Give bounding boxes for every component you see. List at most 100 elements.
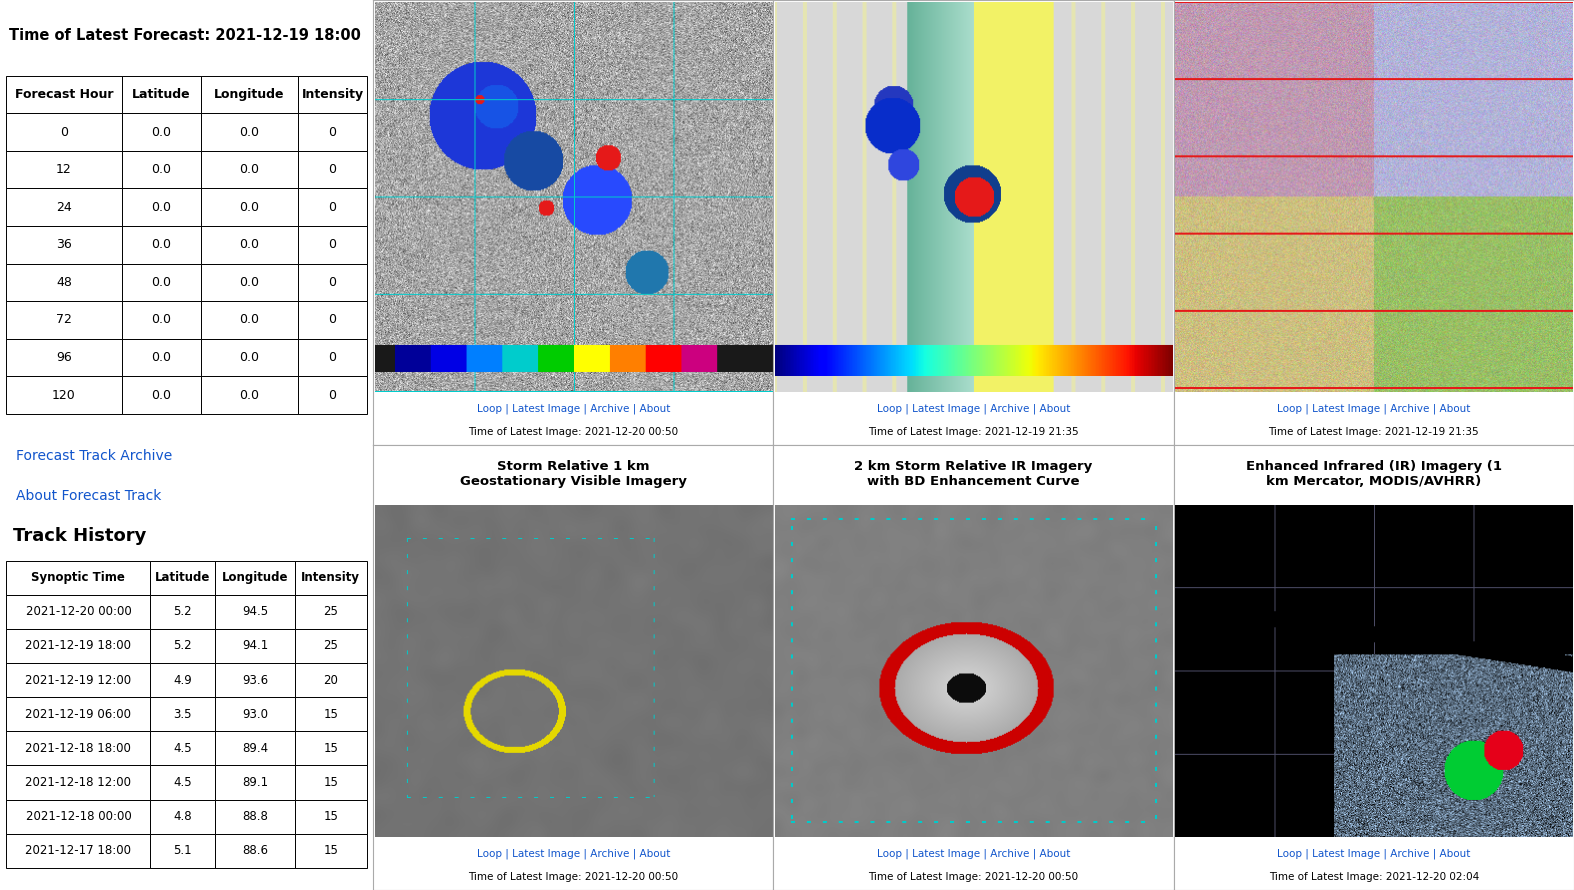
Bar xyxy=(294,561,367,595)
Text: 4.8: 4.8 xyxy=(173,810,192,823)
Bar xyxy=(294,629,367,663)
Text: 94.1: 94.1 xyxy=(242,640,268,652)
Bar xyxy=(297,376,367,414)
Text: 88.6: 88.6 xyxy=(242,845,268,857)
Text: Intensity: Intensity xyxy=(302,88,364,101)
Text: 0: 0 xyxy=(329,163,337,176)
Text: 0: 0 xyxy=(329,276,337,289)
Bar xyxy=(201,189,297,226)
Bar xyxy=(294,663,367,697)
Text: 0.0: 0.0 xyxy=(151,125,172,139)
Text: Longitude: Longitude xyxy=(222,571,288,584)
Bar xyxy=(6,76,121,113)
Text: Loop | Latest Image | Archive | About: Loop | Latest Image | Archive | About xyxy=(1277,404,1470,414)
Text: Time of Latest Forecast: 2021-12-19 18:00: Time of Latest Forecast: 2021-12-19 18:0… xyxy=(9,28,362,44)
Text: 2021-12-19 12:00: 2021-12-19 12:00 xyxy=(25,674,132,686)
Text: 12: 12 xyxy=(57,163,72,176)
Text: 0.0: 0.0 xyxy=(239,389,260,401)
Bar xyxy=(216,834,294,868)
Text: 0.0: 0.0 xyxy=(239,313,260,327)
Bar xyxy=(297,226,367,263)
Bar xyxy=(297,150,367,189)
Text: 2021-12-18 00:00: 2021-12-18 00:00 xyxy=(25,810,131,823)
Text: 0.0: 0.0 xyxy=(151,200,172,214)
Bar xyxy=(6,189,121,226)
Bar xyxy=(6,561,151,595)
Bar xyxy=(6,150,121,189)
Text: 48: 48 xyxy=(57,276,72,289)
Bar xyxy=(216,629,294,663)
Bar xyxy=(151,629,216,663)
Text: 15: 15 xyxy=(323,845,338,857)
Bar xyxy=(201,263,297,301)
Bar xyxy=(121,301,201,339)
Bar xyxy=(216,732,294,765)
Text: 120: 120 xyxy=(52,389,76,401)
Text: Time of Latest Image: 2021-12-20 00:50: Time of Latest Image: 2021-12-20 00:50 xyxy=(467,872,678,882)
Text: 4.5: 4.5 xyxy=(173,776,192,789)
Text: 2021-12-19 18:00: 2021-12-19 18:00 xyxy=(25,640,131,652)
Text: 4.9: 4.9 xyxy=(173,674,192,686)
Text: Enhanced Infrared (IR) Imagery (1
km Mercator, MODIS/AVHRR): Enhanced Infrared (IR) Imagery (1 km Mer… xyxy=(1247,460,1502,488)
Bar xyxy=(216,561,294,595)
Text: 0: 0 xyxy=(329,313,337,327)
Text: 5.2: 5.2 xyxy=(173,605,192,619)
Text: Loop | Latest Image | Archive | About: Loop | Latest Image | Archive | About xyxy=(477,404,671,414)
Bar xyxy=(6,799,151,834)
Text: Loop | Latest Image | Archive | About: Loop | Latest Image | Archive | About xyxy=(877,849,1070,859)
Bar xyxy=(294,765,367,799)
Text: 4.5: 4.5 xyxy=(173,742,192,755)
Bar xyxy=(6,226,121,263)
Text: 0.0: 0.0 xyxy=(239,239,260,251)
Bar xyxy=(216,765,294,799)
Text: 0: 0 xyxy=(329,125,337,139)
Text: 15: 15 xyxy=(323,776,338,789)
Text: 0.0: 0.0 xyxy=(151,239,172,251)
Bar xyxy=(151,663,216,697)
Text: Latitude: Latitude xyxy=(132,88,190,101)
Bar xyxy=(6,263,121,301)
Text: 0.0: 0.0 xyxy=(239,276,260,289)
Text: 0: 0 xyxy=(329,200,337,214)
Text: 2021-12-17 18:00: 2021-12-17 18:00 xyxy=(25,845,131,857)
Text: About Forecast Track: About Forecast Track xyxy=(16,490,161,504)
Bar xyxy=(6,732,151,765)
Text: 96: 96 xyxy=(57,351,72,364)
Bar xyxy=(151,697,216,732)
Text: 24: 24 xyxy=(57,200,72,214)
Bar xyxy=(151,561,216,595)
Bar xyxy=(294,697,367,732)
Bar xyxy=(201,226,297,263)
Text: 0.0: 0.0 xyxy=(151,276,172,289)
Text: 0.0: 0.0 xyxy=(151,163,172,176)
Text: 5.2: 5.2 xyxy=(173,640,192,652)
Text: Time of Latest Image: 2021-12-19 21:35: Time of Latest Image: 2021-12-19 21:35 xyxy=(1269,427,1480,437)
Bar xyxy=(297,339,367,376)
Text: 3.5: 3.5 xyxy=(173,708,192,721)
Bar xyxy=(6,113,121,150)
Text: Loop | Latest Image | Archive | About: Loop | Latest Image | Archive | About xyxy=(877,404,1070,414)
Text: Intensity: Intensity xyxy=(301,571,360,584)
Text: 72: 72 xyxy=(57,313,72,327)
Bar xyxy=(297,189,367,226)
Bar xyxy=(121,376,201,414)
Text: 0.0: 0.0 xyxy=(239,163,260,176)
Text: 25: 25 xyxy=(323,605,338,619)
Bar xyxy=(151,834,216,868)
Bar xyxy=(297,263,367,301)
Text: 93.6: 93.6 xyxy=(242,674,268,686)
Text: 0: 0 xyxy=(329,351,337,364)
Bar xyxy=(6,765,151,799)
Bar xyxy=(121,76,201,113)
Text: 15: 15 xyxy=(323,708,338,721)
Text: 36: 36 xyxy=(57,239,72,251)
Bar xyxy=(216,663,294,697)
Text: Latitude: Latitude xyxy=(156,571,211,584)
Text: Loop | Latest Image | Archive | About: Loop | Latest Image | Archive | About xyxy=(477,849,671,859)
Text: 25: 25 xyxy=(323,640,338,652)
Text: 0.0: 0.0 xyxy=(151,351,172,364)
Text: 0.0: 0.0 xyxy=(239,125,260,139)
Text: Longitude: Longitude xyxy=(214,88,285,101)
Bar xyxy=(6,697,151,732)
Bar xyxy=(201,339,297,376)
